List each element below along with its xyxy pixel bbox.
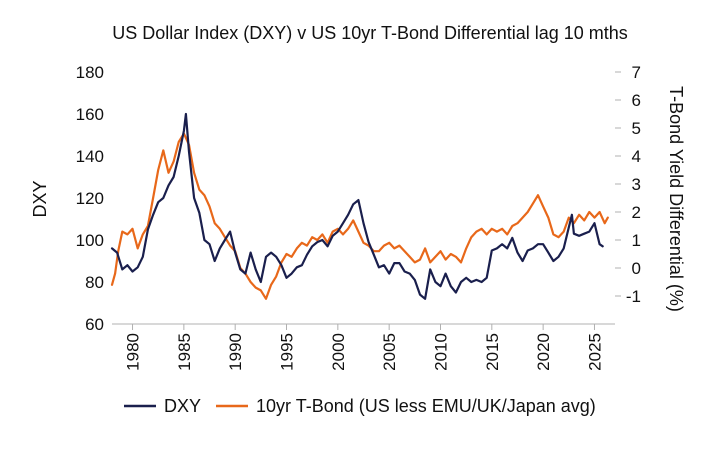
- x-tick-label: 1985: [175, 333, 194, 371]
- x-tick-label: 2020: [534, 333, 553, 371]
- x-axis-ticks: 1980 1985 1990 1995 2000 2005 2010 2015 2020 2025: [124, 324, 604, 371]
- x-tick-label: 2010: [431, 333, 450, 371]
- legend-label-dxy: DXY: [164, 396, 201, 416]
- y-right-tick-label: 6: [632, 91, 641, 110]
- y-right-tick-label: 0: [632, 259, 641, 278]
- x-tick-label: 2015: [483, 333, 502, 371]
- series-line-tbond-differential: [110, 132, 609, 300]
- legend-label-tbond: 10yr T-Bond (US less EMU/UK/Japan avg): [256, 396, 596, 416]
- y-left-tick-label: 140: [76, 147, 104, 166]
- y-left-tick-label: 180: [76, 63, 104, 82]
- series-lines: [110, 112, 609, 300]
- y-right-axis-ticks: -1 0 1 2 3 4 5 6 7: [615, 63, 641, 306]
- x-tick-label: 2000: [329, 333, 348, 371]
- x-tick-label: 1995: [278, 333, 297, 371]
- y-right-tick-label: 1: [632, 231, 641, 250]
- y-left-tick-label: 60: [85, 315, 104, 334]
- legend: DXY 10yr T-Bond (US less EMU/UK/Japan av…: [124, 396, 596, 416]
- x-tick-label: 1980: [124, 333, 143, 371]
- series-line-dxy: [110, 112, 604, 300]
- y-right-tick-label: 2: [632, 203, 641, 222]
- x-tick-label: 1990: [226, 333, 245, 371]
- y-left-axis-ticks: 60 80 100 120 140 160 180: [76, 63, 104, 334]
- y-left-axis-title: DXY: [30, 180, 50, 217]
- y-right-axis-title: T-Bond Yield Differential (%): [666, 86, 686, 312]
- chart-title: US Dollar Index (DXY) v US 10yr T-Bond D…: [112, 23, 628, 43]
- y-left-tick-label: 100: [76, 231, 104, 250]
- y-right-tick-label: 5: [632, 119, 641, 138]
- y-right-tick-label: 7: [632, 63, 641, 82]
- x-tick-label: 2005: [380, 333, 399, 371]
- y-left-tick-label: 80: [85, 273, 104, 292]
- y-right-tick-label: -1: [626, 287, 641, 306]
- y-left-tick-label: 120: [76, 189, 104, 208]
- y-right-tick-label: 4: [632, 147, 641, 166]
- y-right-tick-label: 3: [632, 175, 641, 194]
- x-tick-label: 2025: [585, 333, 604, 371]
- y-left-tick-label: 160: [76, 105, 104, 124]
